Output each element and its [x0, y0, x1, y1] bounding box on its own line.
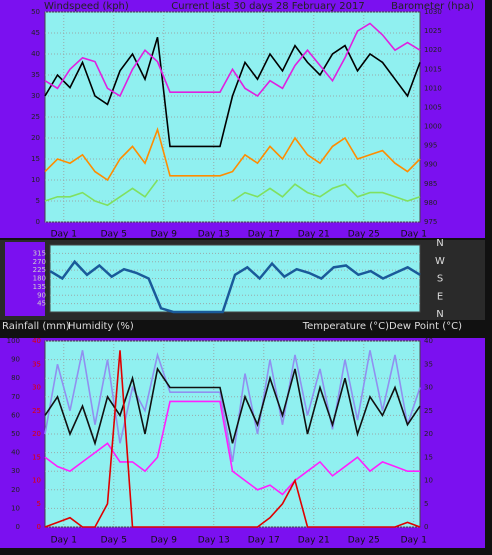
compass-label: N: [436, 238, 443, 249]
y2-tick-label: 990: [424, 161, 437, 169]
y-tick-label: 30: [31, 92, 40, 100]
y-tick-label: 10: [11, 504, 20, 512]
x-tick-label: Day 1: [401, 230, 427, 240]
y3-tick-label: 0: [37, 523, 41, 531]
y3-tick-label: 25: [32, 407, 41, 415]
series-line: [44, 126, 421, 182]
mid-axis-panel: [5, 242, 45, 316]
y-tick-label: 0: [16, 523, 20, 531]
y-tick-label: 35: [31, 71, 40, 79]
y-tick-label: 60: [11, 411, 20, 419]
baro-label: Barometer (hpa): [391, 1, 474, 12]
y3-tick-label: 40: [32, 337, 41, 345]
y3-tick-label: 5: [37, 500, 41, 508]
y2-tick-label: 25: [424, 407, 433, 415]
series-line: [44, 350, 421, 528]
y-tick-label: 40: [31, 50, 40, 58]
series-line: [44, 179, 159, 207]
humidity-label: Humidity (%): [68, 321, 134, 332]
x-tick-label: Day 17: [248, 230, 280, 240]
y-tick-label: 5: [36, 197, 40, 205]
y3-tick-label: 20: [32, 430, 41, 438]
y2-tick-label: 1005: [424, 103, 442, 111]
y-tick-label: 90: [37, 291, 46, 299]
chart-title: Current last 30 days 28 February 2017: [171, 1, 364, 12]
series-line: [44, 22, 421, 98]
y2-tick-label: 15: [424, 453, 433, 461]
rain-label: Rainfall (mm): [2, 321, 70, 332]
y-tick-label: 50: [31, 8, 40, 16]
y2-tick-label: 1025: [424, 27, 442, 35]
y2-tick-label: 10: [424, 477, 433, 485]
y-tick-label: 70: [11, 393, 20, 401]
x-tick-label: Day 13: [198, 536, 230, 546]
series-line: [232, 183, 421, 202]
y-tick-label: 90: [11, 356, 20, 364]
y2-tick-label: 40: [424, 337, 433, 345]
y2-tick-label: 1015: [424, 65, 442, 73]
y-tick-label: 315: [33, 249, 46, 257]
y3-tick-label: 35: [32, 360, 41, 368]
y2-tick-label: 0: [424, 523, 428, 531]
y3-tick-label: 15: [32, 453, 41, 461]
y-tick-label: 30: [11, 467, 20, 475]
y3-tick-label: 30: [32, 384, 41, 392]
x-tick-label: Day 17: [248, 536, 280, 546]
x-tick-label: Day 1: [51, 536, 77, 546]
x-tick-label: Day 13: [198, 230, 230, 240]
y2-tick-label: 1010: [424, 84, 442, 92]
x-tick-label: Day 1: [51, 230, 77, 240]
y-tick-label: 25: [31, 113, 40, 121]
y2-tick-label: 5: [424, 500, 428, 508]
y2-tick-label: 30: [424, 384, 433, 392]
compass-label: S: [437, 274, 443, 285]
compass-label: E: [437, 291, 443, 302]
y-tick-label: 270: [33, 258, 46, 266]
x-tick-label: Day 5: [101, 536, 127, 546]
x-tick-label: Day 9: [151, 536, 178, 546]
y-tick-label: 80: [11, 374, 20, 382]
y2-tick-label: 980: [424, 199, 437, 207]
y-tick-label: 0: [36, 218, 40, 226]
y2-tick-label: 1030: [424, 8, 442, 16]
y-tick-label: 20: [11, 486, 20, 494]
series-line: [44, 36, 421, 148]
series-line: [44, 366, 421, 447]
y-tick-label: 180: [33, 275, 46, 283]
x-tick-label: Day 25: [348, 230, 380, 240]
y-tick-label: 10: [31, 176, 40, 184]
y2-tick-label: 20: [424, 430, 433, 438]
series-line: [49, 259, 421, 314]
temp-label: Temperature (°C)Dew Point (°C): [302, 321, 462, 332]
y2-tick-label: 35: [424, 360, 433, 368]
x-tick-label: Day 21: [298, 536, 330, 546]
x-tick-label: Day 9: [151, 230, 178, 240]
y-tick-label: 225: [33, 266, 46, 274]
y2-tick-label: 1020: [424, 46, 442, 54]
y-tick-label: 40: [11, 449, 20, 457]
wind-label: Windspeed (kph): [44, 1, 129, 12]
series-line: [44, 400, 420, 496]
y-tick-label: 20: [31, 134, 40, 142]
x-tick-label: Day 21: [298, 230, 330, 240]
y-tick-label: 135: [33, 283, 46, 291]
y3-tick-label: 10: [32, 477, 41, 485]
x-tick-label: Day 1: [401, 536, 427, 546]
y-tick-label: 50: [11, 430, 20, 438]
y2-tick-label: 985: [424, 180, 437, 188]
compass-label: N: [436, 309, 443, 320]
y-tick-label: 15: [31, 155, 40, 163]
compass-label: W: [435, 256, 445, 267]
y2-tick-label: 1000: [424, 123, 442, 131]
x-tick-label: Day 5: [101, 230, 127, 240]
x-tick-label: Day 25: [348, 536, 380, 546]
series-line: [44, 350, 421, 463]
y2-tick-label: 975: [424, 218, 437, 226]
y-tick-label: 45: [37, 300, 46, 308]
y-tick-label: 100: [7, 337, 20, 345]
y-tick-label: 45: [31, 29, 40, 37]
y2-tick-label: 995: [424, 142, 437, 150]
